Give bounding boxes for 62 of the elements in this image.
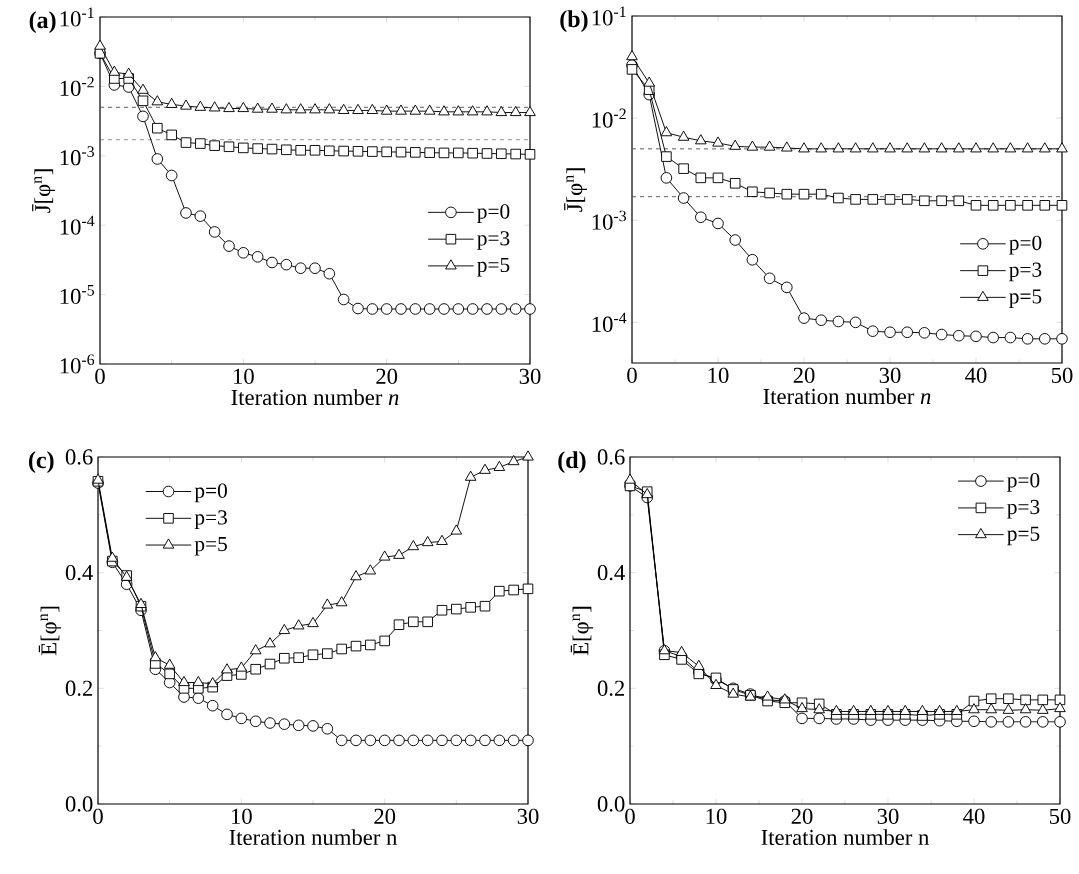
y-axis-title: J̄[φ$^{n}$]: [32, 169, 55, 213]
x-tick-label: 0: [95, 368, 105, 385]
y-tick-label: 10$^{-2}$: [60, 76, 94, 96]
y-axis-title: J̄[φ$^{n}$]: [564, 168, 587, 212]
x-tick-label: 10: [231, 808, 252, 824]
x-tick-label: 40: [963, 808, 985, 824]
legend-label: p=0: [1007, 473, 1040, 492]
y-tick-label: 10$^{-6}$: [60, 354, 95, 374]
legend-label: p=3: [477, 231, 510, 250]
x-axis-title: Iteration number n: [229, 829, 398, 846]
y-tick-label: 10$^{-5}$: [60, 285, 95, 305]
x-tick-label: 30: [519, 368, 541, 385]
y-tick-label: 0.2: [597, 680, 625, 697]
y-tick-label: 10$^{-3}$: [592, 210, 627, 230]
x-tick-label: 20: [376, 368, 398, 385]
y-tick-label: 0.0: [65, 796, 93, 812]
x-tick-label: 10: [706, 808, 727, 824]
y-tick-label: 0.0: [597, 796, 625, 812]
x-tick-label: 0: [625, 808, 635, 824]
x-tick-label: 0: [627, 367, 637, 384]
y-axis-title: Ē[φ$^{n}$]: [570, 606, 594, 656]
y-tick-label: 0.4: [65, 564, 93, 581]
legend-label: p=5: [477, 257, 510, 277]
chart-title: (d): [558, 451, 586, 474]
legend-label: p=0: [477, 204, 510, 223]
x-tick-label: 20: [793, 367, 815, 384]
y-tick-label: 10$^{-2}$: [592, 108, 626, 128]
legend-label: p=0: [1009, 235, 1042, 255]
x-tick-label: 30: [879, 367, 901, 384]
y-tick-label: 0.4: [597, 564, 625, 581]
legend-label: p=5: [194, 537, 227, 556]
y-tick-label: 0.2: [65, 680, 93, 697]
y-tick-label: 0.6: [65, 449, 93, 465]
x-tick-label: 10: [708, 367, 729, 384]
chart-title: (a): [29, 11, 56, 34]
x-tick-label: 20: [791, 808, 813, 824]
y-tick-label: 10$^{-1}$: [592, 6, 626, 26]
y-tick-label: 10$^{-4}$: [60, 215, 95, 235]
x-tick-label: 30: [517, 808, 539, 824]
x-tick-label: 50: [1051, 367, 1073, 384]
x-tick-label: 50: [1049, 808, 1071, 824]
y-tick-label: 10$^{-3}$: [60, 146, 95, 166]
x-tick-label: 30: [877, 808, 899, 824]
legend-label: p=3: [194, 510, 227, 529]
chart-title: (b): [560, 10, 588, 33]
legend-label: p=3: [1007, 499, 1040, 519]
x-tick-label: 0: [93, 808, 103, 824]
x-axis-title: Iteration number n: [231, 389, 399, 406]
y-tick-label: 10$^{-4}$: [592, 312, 627, 332]
y-tick-label: 10$^{-1}$: [60, 7, 94, 27]
x-tick-label: 40: [965, 367, 987, 384]
legend-label: p=0: [194, 483, 227, 503]
x-tick-label: 10: [233, 368, 254, 385]
x-axis-title: Iteration number n: [761, 829, 930, 846]
chart-title: (c): [29, 451, 54, 474]
legend-label: p=3: [1009, 262, 1042, 282]
y-axis-title: Ē[φ$^{n}$]: [38, 606, 62, 656]
y-tick-label: 0.6: [597, 449, 625, 465]
x-tick-label: 20: [374, 808, 396, 824]
x-axis-title: Iteration number n: [763, 388, 931, 405]
legend-label: p=5: [1007, 526, 1040, 546]
legend-label: p=5: [1009, 289, 1042, 308]
